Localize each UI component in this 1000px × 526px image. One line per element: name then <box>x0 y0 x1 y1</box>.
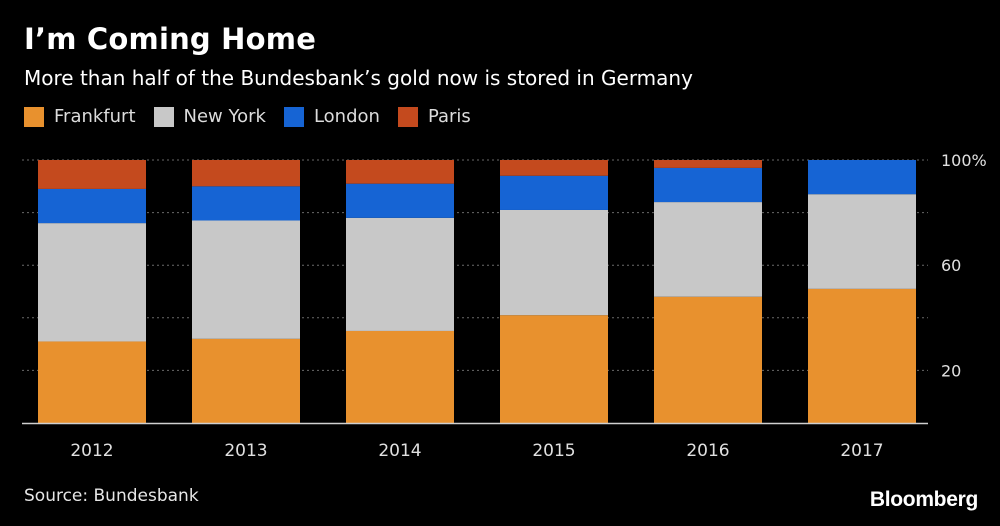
bar-segment-paris-2013 <box>192 160 300 187</box>
y-tick-label: 20 <box>941 361 961 380</box>
legend-label: New York <box>183 106 266 127</box>
x-tick-label: 2016 <box>686 441 729 461</box>
bar-segment-new-york-2016 <box>654 202 762 297</box>
x-tick-label: 2015 <box>532 441 575 461</box>
legend-swatch <box>397 106 418 127</box>
bloomberg-logo: Bloomberg <box>869 488 978 511</box>
legend-item-london: London <box>283 106 380 127</box>
legend-swatch <box>153 106 174 127</box>
bar-segment-london-2017 <box>808 160 916 195</box>
bar-segment-new-york-2014 <box>346 217 454 331</box>
bar-segment-paris-2015 <box>500 160 608 176</box>
y-tick-label: 60 <box>941 256 961 275</box>
legend-label: Paris <box>427 106 471 127</box>
legend-item-new-york: New York <box>153 106 266 127</box>
bar-segment-frankfurt-2012 <box>38 341 146 423</box>
bar-segment-paris-2014 <box>346 160 454 184</box>
legend-label: Frankfurt <box>54 106 136 127</box>
legend-item-paris: Paris <box>397 106 471 127</box>
chart-title: I’m Coming Home <box>24 22 317 56</box>
legend-item-frankfurt: Frankfurt <box>24 106 136 127</box>
bar-segment-frankfurt-2014 <box>346 330 454 423</box>
bar-segment-frankfurt-2017 <box>808 288 916 423</box>
bar-segment-london-2012 <box>38 188 146 224</box>
bar-segment-london-2015 <box>500 175 608 210</box>
bar-segment-frankfurt-2013 <box>192 338 300 423</box>
legend-swatch <box>283 106 304 127</box>
x-tick-label: 2013 <box>224 441 267 461</box>
legend-label: London <box>313 106 380 127</box>
chart-subtitle: More than half of the Bundesbank’s gold … <box>24 66 693 90</box>
bar-segment-paris-2012 <box>38 160 146 189</box>
x-tick-label: 2017 <box>840 441 883 461</box>
bar-segment-new-york-2012 <box>38 223 146 342</box>
bar-segment-london-2014 <box>346 183 454 218</box>
y-tick-label: 100% <box>941 151 987 170</box>
bar-segment-frankfurt-2016 <box>654 296 762 423</box>
source-note: Source: Bundesbank <box>24 486 199 506</box>
bar-segment-london-2013 <box>192 186 300 221</box>
bar-segment-new-york-2017 <box>808 194 916 289</box>
legend: Frankfurt New York London Paris <box>24 106 489 127</box>
legend-swatch <box>24 106 44 127</box>
bar-segment-london-2016 <box>654 167 762 203</box>
bar-segment-paris-2016 <box>654 160 762 168</box>
x-tick-label: 2012 <box>70 441 113 461</box>
bar-segment-frankfurt-2015 <box>500 315 608 423</box>
bar-segment-new-york-2013 <box>192 220 300 339</box>
bar-segment-new-york-2015 <box>500 209 608 316</box>
x-tick-label: 2014 <box>378 441 421 461</box>
